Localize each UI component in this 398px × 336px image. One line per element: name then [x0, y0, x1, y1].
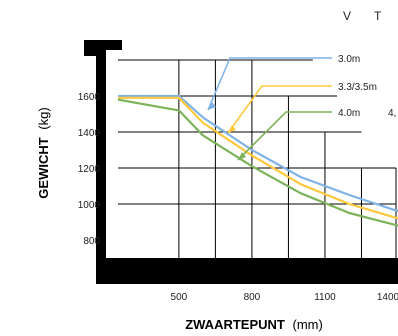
- legend-leader-2: [237, 111, 332, 161]
- x-tick-label: 800: [244, 292, 261, 303]
- y-axis-title-unit: (kg): [36, 107, 51, 129]
- mast-outline: [84, 40, 398, 284]
- legend-arrowhead-1: [228, 125, 236, 133]
- series-line-1: [118, 96, 398, 220]
- y-axis-title: GEWICHT (kg): [36, 107, 51, 198]
- legend-label-1: 3.3/3.5m: [338, 82, 377, 93]
- x-tick-label: 1100: [314, 292, 336, 303]
- legend-arrowhead-0: [208, 102, 216, 110]
- series-line-0: [118, 94, 398, 213]
- legend-label-extra: 4,: [388, 108, 396, 119]
- legend-label-2: 4.0m: [338, 108, 360, 119]
- y-tick-label: 1400: [78, 128, 101, 139]
- y-tick-label: 800: [83, 236, 100, 247]
- legend-leader-0: [207, 57, 332, 111]
- x-tick-label: 500: [171, 292, 188, 303]
- y-tick-label: 1000: [78, 200, 101, 211]
- legend-label-0: 3.0m: [338, 54, 360, 65]
- x-axis-title-bold: ZWAARTEPUNT: [185, 317, 285, 332]
- forklift-mast-silhouette: [84, 40, 398, 284]
- x-axis-title: ZWAARTEPUNT (mm): [185, 317, 323, 332]
- x-axis-title-unit: (mm): [292, 317, 322, 332]
- header-label-v: V: [343, 9, 351, 23]
- legend-arrowhead-2: [238, 152, 246, 160]
- header-label-t: T: [374, 9, 382, 23]
- x-tick-label: 1400: [377, 292, 398, 303]
- legend: 3.0m 3.3/3.5m 4.0m 4,: [207, 54, 396, 161]
- tick-labels: 1600 1400 1200 1000 800 500 800 1100 1400: [78, 92, 398, 303]
- y-tick-label: 1600: [78, 92, 101, 103]
- series-lines: [117, 94, 398, 227]
- y-tick-label: 1200: [78, 164, 101, 175]
- legend-leader-1: [227, 85, 332, 134]
- y-axis-title-bold: GEWICHT: [36, 137, 51, 198]
- series-line-2: [117, 98, 398, 227]
